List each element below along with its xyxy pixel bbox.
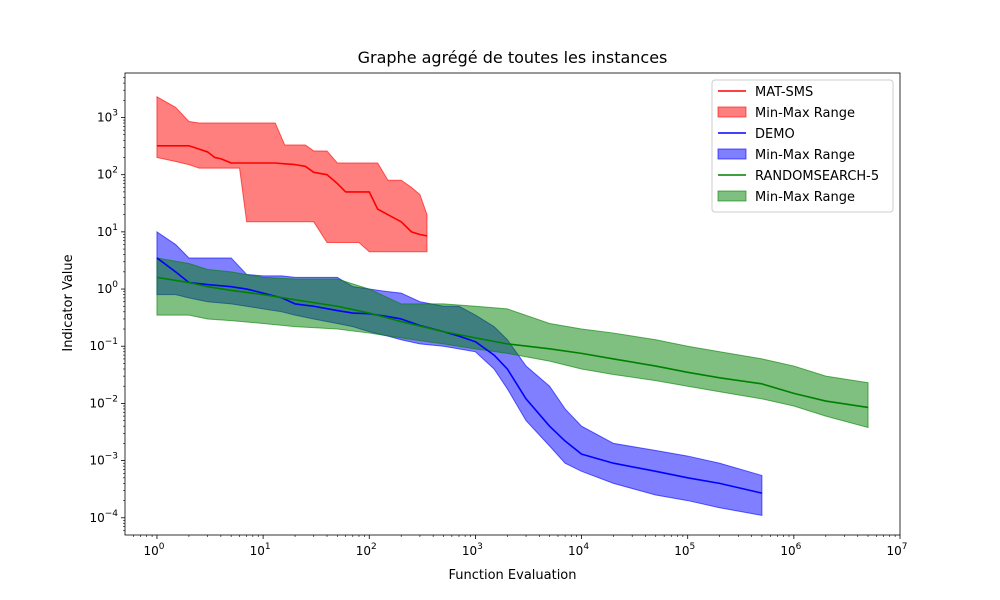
y-tick-label-7: 103	[97, 108, 118, 124]
legend-range-swatch-0	[717, 106, 747, 118]
y-tick-label-2: 10−2	[89, 394, 118, 410]
x-tick-label-3: 103	[462, 542, 483, 558]
series-line-2	[156, 276, 869, 409]
y-tick-label-6: 102	[97, 166, 118, 182]
x-tick-label-5: 105	[674, 542, 695, 558]
legend-range-label-1: Min-Max Range	[755, 148, 855, 163]
range-band-2	[156, 257, 869, 429]
x-tick-label-4: 104	[568, 542, 589, 558]
axes: 100 101 102 103 104 105 106 107 10−4 10−3 10−2 10−1…	[89, 72, 908, 558]
y-axis-label: Indicator Value	[61, 254, 76, 351]
legend-label-1: DEMO	[755, 127, 795, 142]
legend: MAT-SMS Min-Max Range DEMO Min-Max Range RAN…	[711, 79, 894, 213]
x-tick-label-0: 100	[143, 542, 164, 558]
y-tick-label-3: 10−1	[89, 337, 118, 353]
x-axis-label: Function Evaluation	[448, 568, 576, 583]
y-tick-label-4: 100	[97, 280, 118, 296]
x-tick-label-2: 102	[356, 542, 377, 558]
axes-frame	[124, 72, 901, 536]
legend-range-label-2: Min-Max Range	[755, 190, 855, 205]
legend-label-2: RANDOMSEARCH-5	[755, 169, 879, 184]
range-band-0	[156, 95, 428, 253]
series-line-1	[156, 257, 763, 494]
y-tick-label-1: 10−3	[89, 452, 118, 468]
x-tick-label-7: 107	[886, 542, 907, 558]
x-tick-label-6: 106	[780, 542, 801, 558]
legend-label-0: MAT-SMS	[755, 85, 813, 100]
y-tick-label-0: 10−4	[89, 509, 118, 525]
legend-range-swatch-2	[717, 190, 747, 202]
series-line-0	[156, 145, 428, 237]
legend-range-label-0: Min-Max Range	[755, 106, 855, 121]
y-tick-label-5: 101	[97, 223, 118, 239]
chart-title: Graphe agrégé de toutes les instances	[358, 48, 668, 67]
plot-area	[156, 95, 869, 517]
legend-range-swatch-1	[717, 148, 747, 160]
legend-box	[711, 79, 894, 213]
x-tick-label-1: 101	[250, 542, 271, 558]
